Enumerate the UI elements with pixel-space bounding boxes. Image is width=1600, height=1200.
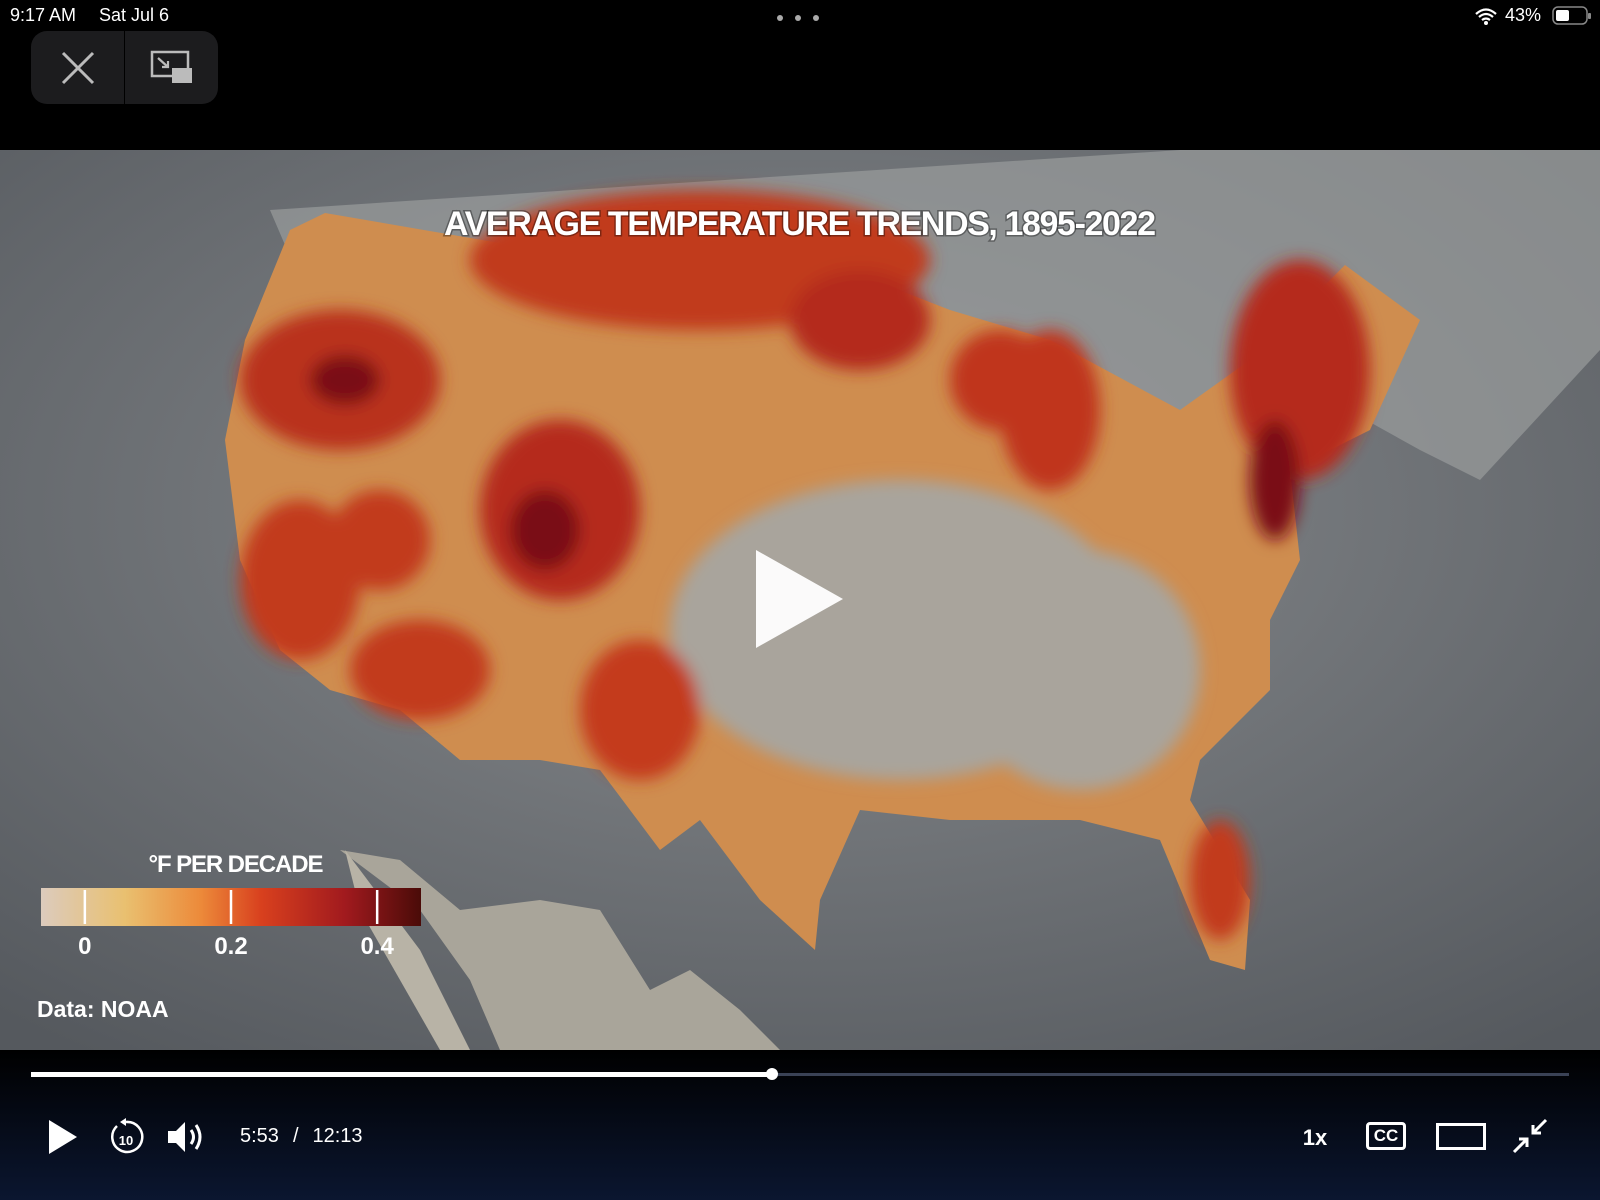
top-buttons [31,31,218,104]
legend-tick-label: 0 [78,933,91,960]
player-controls: 10 5:53 / 12:13 1x CC [0,1050,1600,1200]
legend-title: °F PER DECADE [149,851,324,878]
source-note: Data: NOAA [37,996,169,1022]
legend-tick-label: 0.4 [360,933,394,960]
captions-button[interactable]: CC [1366,1122,1406,1150]
skip-seconds: 10 [119,1133,133,1148]
map-image: 0 0.2 0.4 AVERAGE TEMPERATURE TRENDS, 1895… [0,150,1600,1050]
video-frame[interactable]: 0 0.2 0.4 AVERAGE TEMPERATURE TRENDS, 1895… [0,150,1600,1050]
time-separator: / [292,1125,299,1147]
battery-icon [1552,6,1591,25]
wifi-icon [1475,8,1497,25]
speed-button[interactable]: 1x [1302,1125,1328,1150]
legend-tick-label: 0.2 [214,933,247,960]
progress-track[interactable] [31,1073,1569,1076]
time-display: 5:53 / 12:13 [240,1125,363,1148]
status-date: Sat Jul 6 [99,5,170,25]
status-time: 9:17 AM [10,5,77,25]
skip-back-button[interactable]: 10 [104,1115,148,1159]
played-bar [31,1072,772,1077]
status-bar: 9:17 AM Sat Jul 6 43% [0,0,1600,32]
play-overlay[interactable] [756,550,843,648]
volume-button[interactable] [164,1115,208,1159]
legend: 0 0.2 0.4 [78,890,394,960]
skip-back-icon: 10 [111,1118,144,1154]
current-time: 5:53 [240,1125,279,1147]
exit-fullscreen-button[interactable] [1510,1116,1550,1156]
duration: 12:13 [312,1125,363,1147]
volume-icon [168,1122,202,1152]
video-title: AVERAGE TEMPERATURE TRENDS, 1895-2022 [444,205,1156,243]
play-icon [49,1120,77,1154]
pip-icon [150,50,192,83]
aspect-button[interactable] [1436,1123,1486,1150]
exit-fullscreen-icon [1512,1118,1548,1154]
battery-percent: 43% [1505,5,1542,25]
multitask-dots[interactable] [776,14,820,22]
pip-button[interactable] [124,31,218,104]
play-button[interactable] [40,1115,84,1159]
close-button[interactable] [31,31,124,104]
progress-knob[interactable] [765,1068,778,1080]
close-icon [61,51,94,84]
